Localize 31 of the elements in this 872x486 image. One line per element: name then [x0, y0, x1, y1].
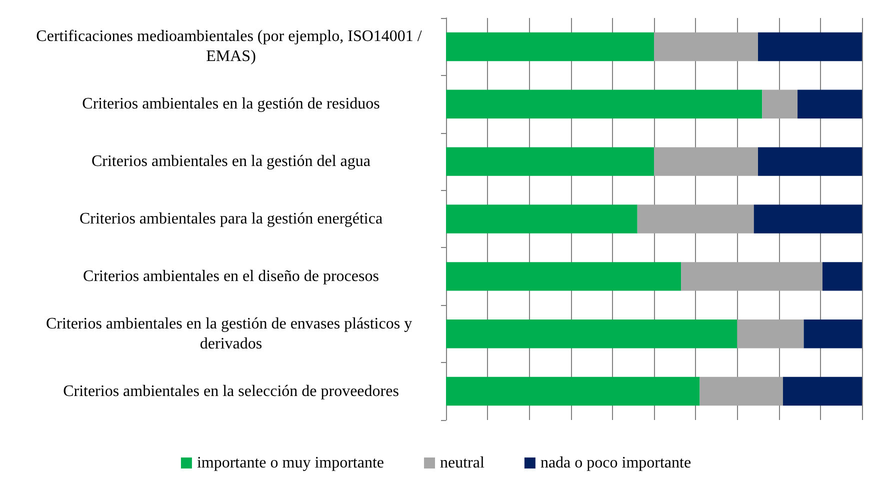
- y-tick-label: Criterios ambientales para la gestión energética: [79, 210, 383, 228]
- bar: [737, 320, 804, 348]
- bar: [446, 90, 762, 118]
- bar: [654, 32, 758, 62]
- bar: [681, 262, 822, 291]
- bar: [782, 376, 862, 406]
- bar: [446, 320, 738, 348]
- bar: [762, 90, 798, 118]
- bar: [822, 262, 862, 291]
- bar: [637, 204, 754, 234]
- y-tick-label: Criterios ambientales en la gestión de envases plásticos y derivados: [46, 315, 416, 352]
- legend-label: neutral: [440, 454, 485, 472]
- y-tick-label: Criterios ambientales en la selección de proveedores: [63, 382, 399, 400]
- bar: [758, 147, 862, 176]
- legend-label: importante o muy importante: [196, 454, 384, 472]
- bar: [804, 320, 862, 348]
- bar: [446, 376, 700, 406]
- y-tick-label: Criterios ambientales en el diseño de procesos: [83, 268, 379, 285]
- y-tick-label: Criterios ambientales en la gestión de residuos: [82, 96, 380, 113]
- bar: [654, 147, 758, 176]
- bar: [758, 32, 862, 62]
- bar: [446, 32, 654, 62]
- bar: [754, 204, 862, 234]
- bar: [446, 262, 682, 291]
- bar: [446, 204, 638, 234]
- bar: [700, 376, 783, 406]
- y-tick-label: Certificaciones medioambientales (por ejemplo, ISO14001 / EMAS): [36, 28, 426, 66]
- bar: [798, 90, 862, 118]
- y-tick-label: Criterios ambientales en la gestión del agua: [91, 153, 371, 170]
- bar: [446, 147, 654, 176]
- legend-label: nada o poco importante: [540, 454, 692, 472]
